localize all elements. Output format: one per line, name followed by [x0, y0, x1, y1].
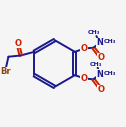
Text: N: N: [97, 38, 104, 47]
Text: O: O: [97, 53, 104, 62]
Text: O: O: [97, 85, 104, 94]
Text: CH₃: CH₃: [104, 71, 116, 76]
Text: CH₃: CH₃: [88, 30, 100, 35]
Text: Br: Br: [1, 67, 11, 76]
Text: CH₃: CH₃: [89, 62, 102, 67]
Text: N: N: [97, 70, 104, 79]
Text: O: O: [15, 39, 22, 48]
Text: O: O: [81, 44, 88, 53]
Text: O: O: [81, 74, 88, 83]
Text: CH₃: CH₃: [104, 39, 116, 44]
